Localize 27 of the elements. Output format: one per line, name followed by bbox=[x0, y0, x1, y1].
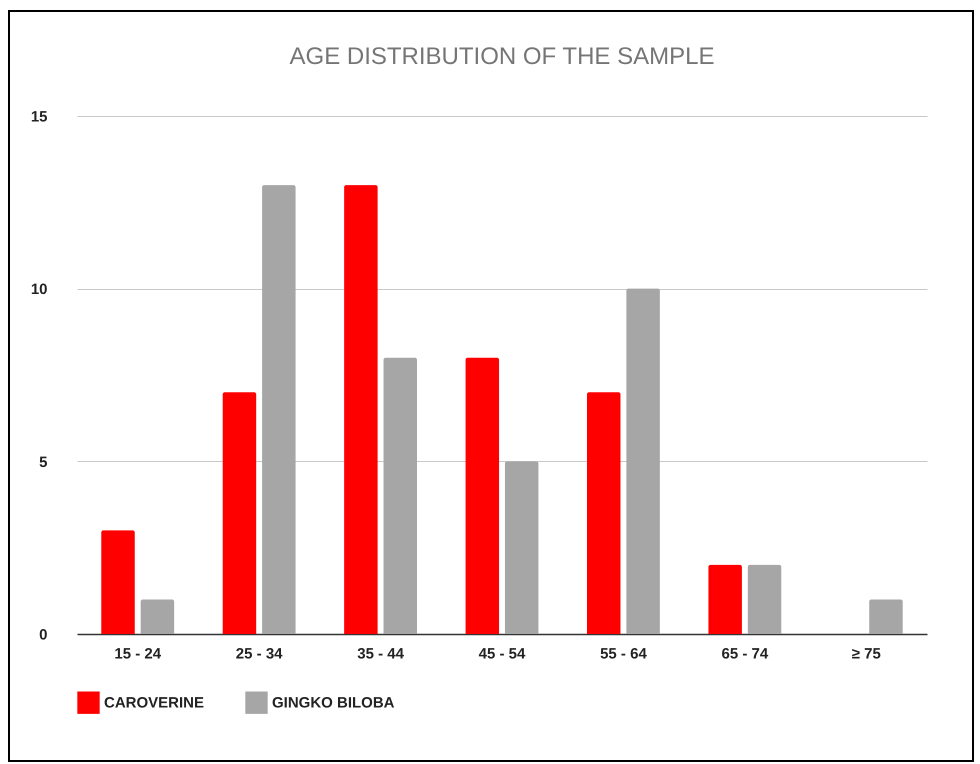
x-tick-label: 35 - 44 bbox=[357, 646, 405, 662]
x-tick-label: 15 - 24 bbox=[114, 646, 162, 662]
bar bbox=[101, 530, 135, 634]
legend-label: GINGKO BILOBA bbox=[272, 694, 395, 712]
bar bbox=[222, 392, 256, 634]
bar bbox=[626, 288, 660, 634]
legend-label: CAROVERINE bbox=[104, 694, 204, 712]
bar bbox=[466, 358, 500, 634]
x-tick-label: 55 - 64 bbox=[600, 646, 648, 662]
bar bbox=[869, 599, 903, 634]
bar bbox=[262, 185, 296, 634]
y-tick-label: 10 bbox=[30, 281, 48, 298]
x-tick-label: 25 - 34 bbox=[236, 646, 284, 662]
x-tick-label: ≥ 75 bbox=[852, 646, 881, 662]
bar bbox=[384, 358, 417, 634]
y-tick-label: 5 bbox=[39, 454, 48, 471]
bar bbox=[708, 564, 742, 634]
bar bbox=[140, 599, 174, 634]
bar bbox=[504, 461, 538, 634]
chart-title: AGE DISTRIBUTION OF THE SAMPLE bbox=[290, 43, 714, 70]
x-tick-label: 45 - 54 bbox=[478, 646, 526, 662]
bar bbox=[587, 392, 620, 634]
x-tick-label: 65 - 74 bbox=[722, 646, 769, 662]
bar bbox=[344, 185, 378, 634]
y-tick-label: 15 bbox=[30, 108, 48, 126]
bar bbox=[748, 564, 782, 634]
y-tick-label: 0 bbox=[39, 626, 48, 644]
